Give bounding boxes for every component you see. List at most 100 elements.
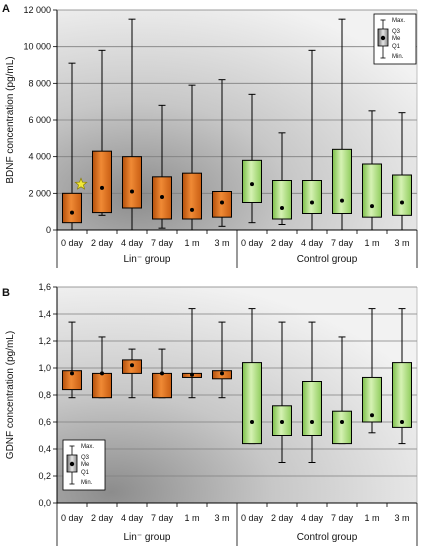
x-tick-label: 0 day — [241, 513, 264, 523]
x-tick-label: 1 m — [364, 238, 379, 248]
panel-letter: B — [2, 287, 10, 299]
x-tick-label: 7 day — [151, 513, 174, 523]
x-tick-label: 2 day — [271, 238, 294, 248]
legend-median-dot — [380, 35, 386, 41]
y-tick-label: 1,6 — [38, 282, 51, 292]
legend-frame — [373, 13, 417, 65]
y-axis-label: GDNF concentration (pg/mL) — [5, 331, 16, 459]
box-iqr — [242, 159, 262, 203]
legend-label-q1: Q1 — [392, 44, 401, 50]
x-tick-label: 4 day — [301, 238, 324, 248]
median-dot — [400, 420, 404, 424]
box-lin-5 — [212, 79, 232, 227]
x-tick-label: 1 m — [184, 513, 199, 523]
median-dot — [100, 185, 104, 190]
legend-label-me: Me — [81, 462, 90, 468]
box-control-6 — [242, 93, 262, 224]
median-dot — [70, 371, 74, 376]
x-tick-label: 7 day — [331, 238, 354, 248]
group-label: Control group — [297, 532, 358, 543]
legend-label-max: Max. — [392, 18, 405, 24]
legend-label-max: Max. — [81, 444, 94, 450]
y-tick-label: 2 000 — [28, 188, 51, 198]
x-tick-label: 2 day — [91, 238, 114, 248]
y-tick-label: 12 000 — [23, 5, 51, 15]
x-tick-label: 1 m — [364, 513, 379, 523]
median-dot — [130, 363, 134, 368]
legend-label-me: Me — [392, 36, 401, 42]
box-iqr — [152, 372, 172, 399]
x-tick-label: 0 day — [241, 238, 264, 248]
box-control-10 — [362, 110, 382, 231]
median-dot — [370, 413, 374, 418]
box-control-11 — [392, 308, 412, 445]
box-lin-1 — [92, 49, 112, 216]
box-iqr — [302, 180, 322, 214]
x-tick-label: 4 day — [121, 513, 144, 523]
x-tick-label: 3 m — [394, 238, 409, 248]
box-iqr — [242, 362, 262, 445]
x-tick-label: 3 m — [214, 238, 229, 248]
box-iqr — [302, 381, 322, 436]
y-tick-label: 1,4 — [38, 309, 51, 319]
box-iqr — [62, 370, 82, 391]
median-dot — [160, 371, 164, 376]
star-annotation — [74, 177, 88, 190]
box-lin-3 — [152, 348, 172, 399]
box-lin-4 — [182, 84, 202, 231]
box-iqr — [62, 192, 82, 224]
legend-label-min: Min. — [392, 54, 404, 60]
box-control-9 — [332, 18, 352, 231]
box-lin-2 — [122, 18, 142, 231]
median-dot — [310, 200, 314, 205]
box-lin-0 — [62, 321, 82, 399]
legend-label-q3: Q3 — [392, 29, 401, 35]
legend-label-q1: Q1 — [81, 470, 90, 476]
panel-a: 0 2 000 4 000 6 000 8 000 10 000 12 000 0 day 2 … — [2, 3, 418, 268]
x-tick-label: 1 m — [184, 238, 199, 248]
median-dot — [250, 420, 254, 424]
box-iqr — [182, 172, 202, 220]
median-dot — [190, 372, 194, 377]
box-iqr — [332, 148, 352, 214]
median-dot — [370, 204, 374, 209]
y-tick-label: 0,4 — [38, 444, 51, 454]
box-control-7 — [272, 132, 292, 225]
box-control-9 — [332, 336, 352, 445]
box-control-8 — [302, 49, 322, 231]
group-label: Control group — [297, 254, 358, 265]
box-control-11 — [392, 112, 412, 231]
x-tick-label: 4 day — [121, 238, 144, 248]
x-tick-label: 3 m — [394, 513, 409, 523]
group-label: Lin⁻ group — [124, 254, 171, 265]
median-dot — [220, 200, 224, 205]
box-iqr — [332, 410, 352, 445]
median-dot — [100, 371, 104, 376]
median-dot — [160, 195, 164, 199]
y-tick-label: 4 000 — [28, 152, 51, 162]
median-dot — [340, 420, 344, 424]
y-tick-label: 0,8 — [38, 390, 51, 400]
y-tick-label: 0,0 — [38, 498, 51, 508]
box-lin-3 — [152, 104, 172, 229]
y-tick-label: 1,2 — [38, 336, 51, 346]
x-tick-label: 4 day — [301, 513, 324, 523]
median-dot — [190, 207, 194, 212]
box-iqr — [92, 150, 112, 214]
median-dot — [70, 210, 74, 215]
box-iqr — [392, 174, 412, 216]
box-iqr — [92, 372, 112, 399]
panel-b: 0,0 0,2 0,4 0,6 0,8 1,0 1,2 1,4 1,6 0 day 2 day 4 d… — [2, 282, 418, 546]
median-dot — [130, 189, 134, 194]
y-tick-label: 0 — [46, 225, 51, 235]
box-control-10 — [362, 308, 382, 434]
y-tick-label: 6 000 — [28, 115, 51, 125]
legend-median-dot — [69, 461, 75, 467]
x-tick-label: 7 day — [331, 513, 354, 523]
y-axis-label: BDNF concentration (pg/mL) — [5, 56, 16, 183]
x-tick-label: 3 m — [214, 513, 229, 523]
legend-label-q3: Q3 — [81, 455, 90, 461]
